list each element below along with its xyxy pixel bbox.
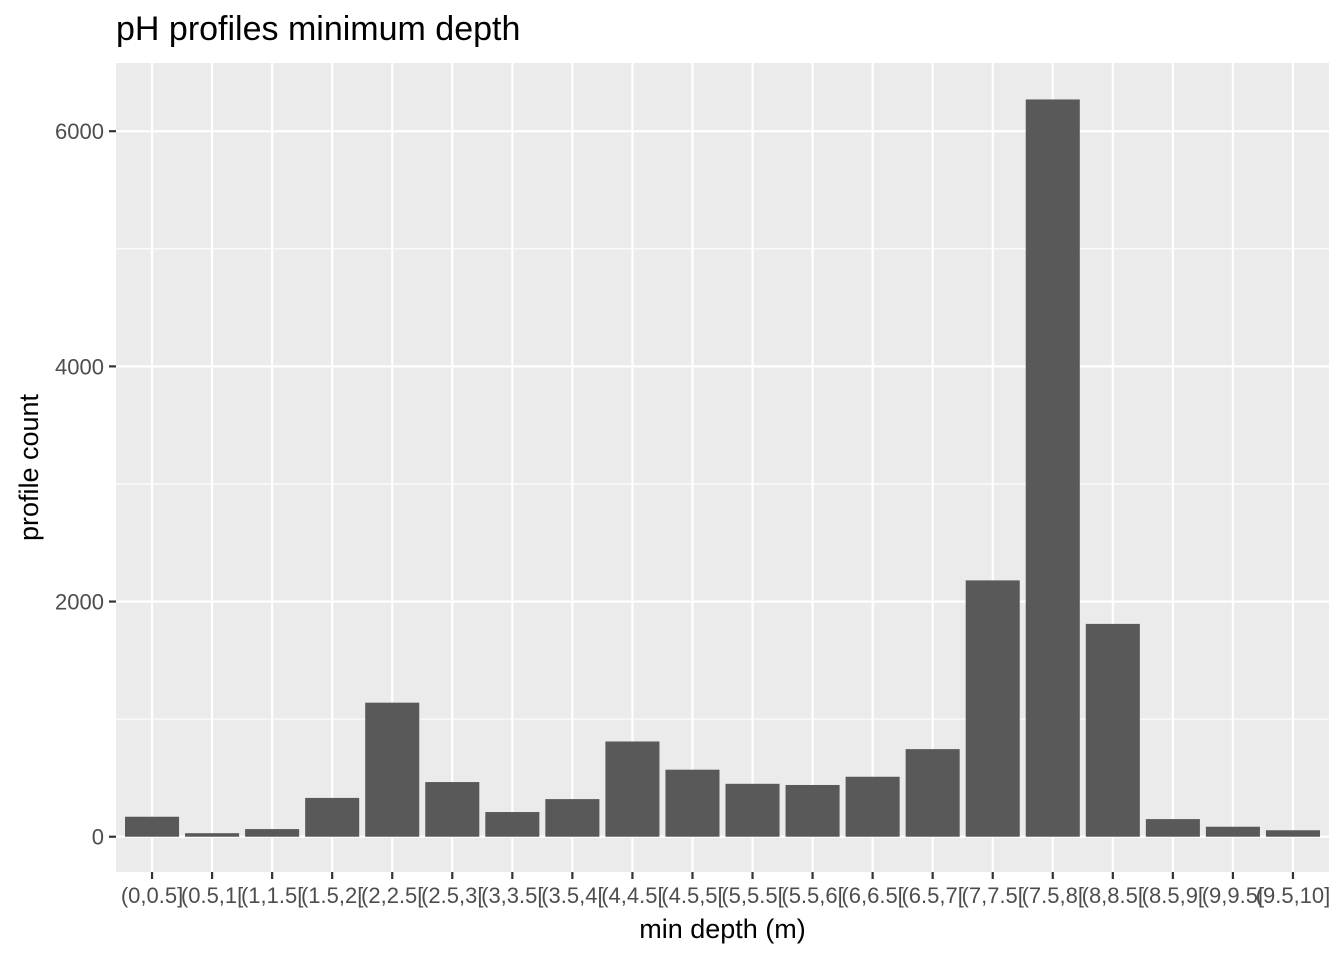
- y-axis: 0 2000 4000 6000: [55, 119, 116, 850]
- x-tick-label: (9.5,10]: [1256, 883, 1331, 908]
- x-tick-label: (0,0.5]: [121, 883, 183, 908]
- bar: [605, 741, 660, 837]
- x-tick-label: (7.5,8[: [1022, 883, 1084, 908]
- bar: [305, 797, 360, 837]
- x-tick-label: (3,3.5[: [481, 883, 543, 908]
- bar: [1085, 623, 1140, 837]
- x-tick-label: (1.5,2[: [301, 883, 363, 908]
- y-tick-label: 0: [92, 825, 104, 850]
- bar: [905, 749, 960, 837]
- chart-title: pH profiles minimum depth: [116, 10, 521, 48]
- bar: [1025, 99, 1080, 837]
- x-tick-label: (7,7.5[: [962, 883, 1024, 908]
- x-axis: (0,0.5](0.5,1[(1,1.5[(1.5,2[(2,2.5[(2.5,…: [121, 872, 1330, 908]
- x-tick-label: (0.5,1[: [181, 883, 243, 908]
- bar: [425, 782, 480, 837]
- bar: [1205, 826, 1260, 837]
- bar: [185, 833, 240, 837]
- x-tick-label: (2,2.5[: [361, 883, 423, 908]
- y-tick-label: 6000: [55, 119, 104, 144]
- bar: [965, 580, 1020, 837]
- bar: [845, 776, 900, 837]
- x-axis-title: min depth (m): [639, 914, 806, 944]
- y-tick-label: 2000: [55, 590, 104, 615]
- x-tick-label: (5.5,6[: [781, 883, 843, 908]
- bar: [365, 702, 420, 837]
- x-tick-label: (6.5,7[: [901, 883, 963, 908]
- x-tick-label: (3.5,4[: [541, 883, 603, 908]
- x-tick-label: (5,5.5[: [721, 883, 783, 908]
- bar: [785, 784, 840, 837]
- x-tick-label: (8,8.5[: [1082, 883, 1144, 908]
- y-tick-label: 4000: [55, 354, 104, 379]
- bar: [125, 816, 180, 837]
- x-tick-label: (1,1.5[: [241, 883, 303, 908]
- bar: [545, 799, 600, 837]
- bar-layer: [125, 99, 1320, 837]
- x-tick-label: (9,9.5[: [1202, 883, 1264, 908]
- bar: [1145, 819, 1200, 837]
- x-tick-label: (8.5,9[: [1142, 883, 1204, 908]
- y-axis-title: profile count: [14, 393, 44, 541]
- bar: [245, 829, 300, 837]
- grid-layer: [116, 63, 1329, 872]
- bar: [665, 769, 720, 837]
- bar: [1265, 830, 1320, 837]
- bar: [485, 812, 540, 837]
- x-tick-label: (4.5,5[: [661, 883, 723, 908]
- x-tick-label: (4,4.5[: [601, 883, 663, 908]
- plot-panel: [116, 63, 1329, 872]
- bar: [725, 783, 780, 837]
- x-tick-label: (2.5,3[: [421, 883, 483, 908]
- x-tick-label: (6,6.5[: [841, 883, 903, 908]
